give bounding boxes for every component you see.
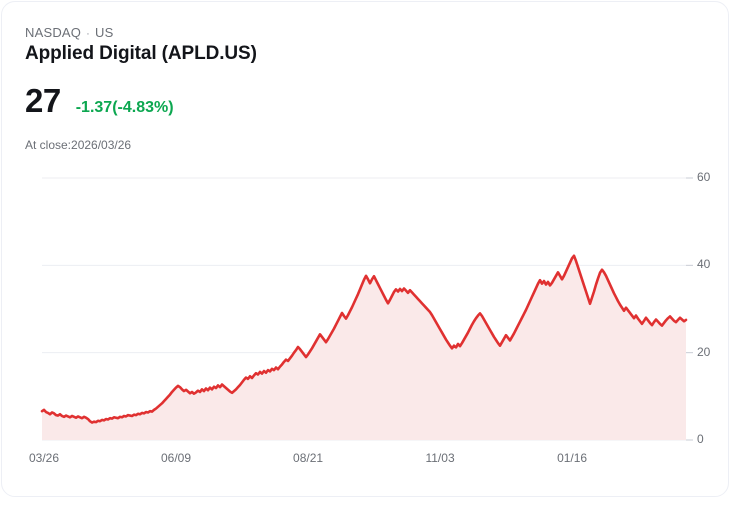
x-axis-label: 03/26 <box>28 451 60 465</box>
exchange-name: NASDAQ <box>25 25 82 40</box>
area-fill <box>42 255 686 440</box>
y-axis-label: 0 <box>697 432 704 446</box>
chart-canvas <box>40 177 693 441</box>
market-status: At close:2026/03/26 <box>25 138 132 152</box>
x-axis-label: 06/09 <box>161 451 192 465</box>
exchange-region: NASDAQ · US <box>25 25 113 40</box>
y-axis-label: 40 <box>697 257 711 272</box>
y-axis-label: 60 <box>697 170 711 184</box>
region-name: US <box>94 25 114 40</box>
y-axis-ticks <box>686 177 693 441</box>
x-axis-label: 01/16 <box>557 451 588 465</box>
current-price: 27 <box>25 82 61 119</box>
x-axis-label: 08/21 <box>293 451 324 465</box>
price-change: -1.37(-4.83%) <box>75 99 174 116</box>
quote-row: 27 -1.37(-4.83%) <box>25 84 174 117</box>
y-axis-label: 20 <box>697 344 711 359</box>
price-chart[interactable]: 0 20 40 60 03/26 06/09 08/21 11/03 01/16 <box>2 2 728 496</box>
x-axis-label: 11/03 <box>425 451 455 465</box>
stock-quote-card: NASDAQ · US Applied Digital (APLD.US) 27 -… <box>1 1 729 497</box>
page-title: Applied Digital (APLD.US) <box>25 43 257 64</box>
separator-dot: · <box>86 27 90 40</box>
price-line <box>40 254 688 424</box>
